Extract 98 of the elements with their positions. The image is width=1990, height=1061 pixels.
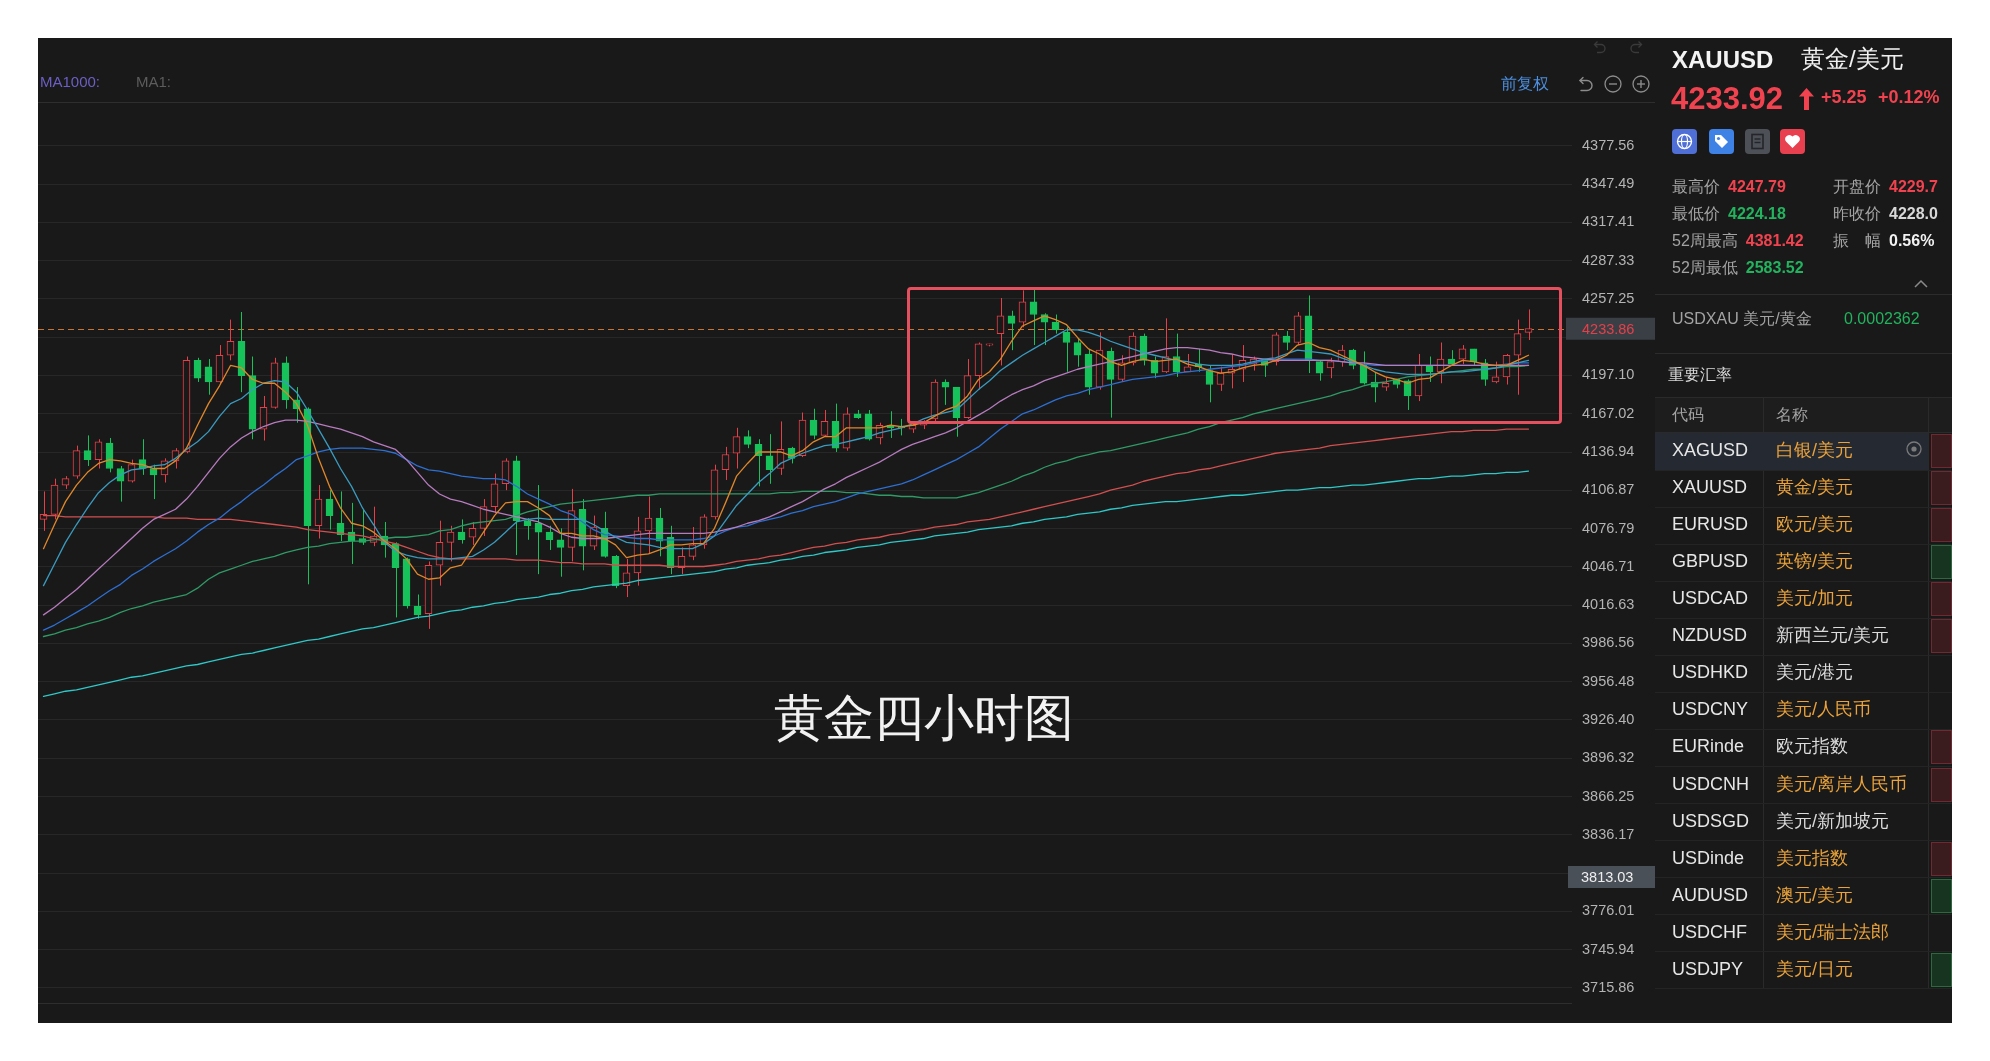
y-tick-label: 4257.25 (1582, 289, 1635, 306)
y-tick-label: 4046.71 (1582, 557, 1635, 574)
text: 美元/日元 (1776, 958, 1854, 981)
candlestick (1513, 319, 1522, 396)
y-tick-label: 4076.79 (1582, 519, 1635, 536)
candlestick (1524, 308, 1533, 341)
candlestick (1007, 310, 1016, 351)
ref-line-label: 4233.86 (1582, 320, 1635, 337)
y-tick-label: 3836.17 (1582, 825, 1635, 842)
y-tick-label: 3715.86 (1582, 978, 1635, 995)
text: 52周最低 (1672, 258, 1738, 278)
candlestick (1062, 326, 1071, 373)
text: 美元/港元 (1776, 662, 1854, 684)
candlestick (523, 517, 532, 541)
text: 2583.52 (1745, 258, 1804, 278)
text: 52周最高 (1672, 231, 1738, 251)
text: 美元/新加坡元 (1776, 810, 1890, 833)
candlestick (1073, 338, 1082, 368)
text: USDCNY (1672, 699, 1749, 721)
y-tick-label: 3776.01 (1582, 902, 1635, 919)
text: USDJPY (1672, 958, 1744, 981)
y-tick-label: 3956.48 (1582, 672, 1635, 689)
y-tick-label: 3896.32 (1582, 749, 1635, 766)
text: 3813.03 (1568, 866, 1655, 888)
text: 前复权 (1501, 74, 1549, 94)
text: 名称 (1776, 405, 1808, 425)
y-tick-label: 3866.25 (1582, 787, 1635, 804)
candlestick (490, 473, 499, 514)
candlestick (94, 438, 103, 470)
y-tick-label: 4167.02 (1582, 404, 1635, 421)
text: MA1000: (40, 73, 101, 91)
text: 黄金/美元 (1776, 477, 1854, 499)
y-tick-label: 4377.56 (1582, 136, 1635, 153)
text: 美元/加元 (1776, 588, 1854, 610)
text: XAUUSD (1672, 46, 1774, 75)
text: NZDUSD (1672, 625, 1747, 647)
text: 4247.79 (1728, 177, 1786, 197)
y-tick-label: 4197.10 (1582, 366, 1635, 383)
text: 重要汇率 (1668, 365, 1732, 385)
text: 4228.0 (1889, 204, 1938, 224)
candlestick (1029, 287, 1038, 346)
text: 4229.7 (1889, 177, 1938, 197)
text: 4233.92 (1671, 80, 1784, 118)
text: USDinde (1672, 847, 1745, 870)
text: 澳元/美元 (1776, 884, 1854, 907)
candlestick (996, 297, 1005, 366)
text: 最低价 (1672, 204, 1720, 224)
text: GBPUSD (1672, 551, 1749, 573)
text: 黄金/美元 (1801, 45, 1904, 74)
y-tick-label: 4287.33 (1582, 251, 1635, 268)
text: 代码 (1672, 405, 1704, 425)
text: USDHKD (1672, 662, 1749, 684)
text: USDCHF (1672, 921, 1747, 944)
text: XAUUSD (1672, 477, 1748, 499)
candlestick (732, 427, 741, 470)
text: 美元/瑞士法郎 (1776, 921, 1890, 944)
y-tick-label: 4016.63 (1582, 596, 1635, 613)
text: 4224.18 (1728, 204, 1786, 224)
text: USDSGD (1672, 810, 1750, 833)
y-tick-label: 4317.41 (1582, 213, 1635, 230)
y-tick-label: 3926.40 (1582, 710, 1635, 727)
text: 开盘价 (1833, 177, 1881, 197)
text: +5.25 (1821, 87, 1867, 109)
text: XAGUSD (1672, 440, 1749, 462)
text: 美元/离岸人民币 (1776, 773, 1908, 796)
y-tick-label: 3986.56 (1582, 634, 1635, 651)
text: USDXAU 美元/黄金 (1672, 309, 1812, 329)
text: +0.12% (1878, 87, 1940, 109)
text: 昨收价 (1833, 204, 1881, 224)
text: USDCAD (1672, 588, 1749, 610)
text: 英镑/美元 (1776, 551, 1854, 573)
candlestick (765, 433, 774, 485)
text: 欧元指数 (1776, 736, 1848, 759)
candlestick (556, 527, 565, 578)
candlestick (83, 434, 92, 467)
y-tick-label: 4347.49 (1582, 175, 1635, 192)
text: AUDUSD (1672, 884, 1749, 907)
y-tick-label: 3745.94 (1582, 940, 1635, 957)
text: 欧元/美元 (1776, 514, 1854, 536)
text: 新西兰元/美元 (1776, 625, 1890, 647)
text: 美元/人民币 (1776, 699, 1872, 721)
text: 白银/美元 (1776, 440, 1854, 462)
candlestick (226, 319, 235, 361)
text: 最高价 (1672, 177, 1720, 197)
text: 4381.42 (1745, 231, 1804, 251)
annotation: 黄金四小时图 (774, 689, 1074, 748)
text: 0.56% (1889, 231, 1935, 251)
text: EURUSD (1672, 514, 1749, 536)
text: 0.0002362 (1844, 309, 1920, 329)
text: 振 幅 (1833, 231, 1881, 251)
y-tick-label: 4136.94 (1582, 443, 1635, 460)
candlestick (446, 525, 455, 562)
y-tick-label: 4106.87 (1582, 481, 1635, 498)
text: MA1: (136, 73, 172, 91)
text: 美元指数 (1776, 847, 1848, 870)
candlestick (820, 409, 829, 438)
text: USDCNH (1672, 773, 1750, 796)
text: EURinde (1672, 736, 1745, 759)
